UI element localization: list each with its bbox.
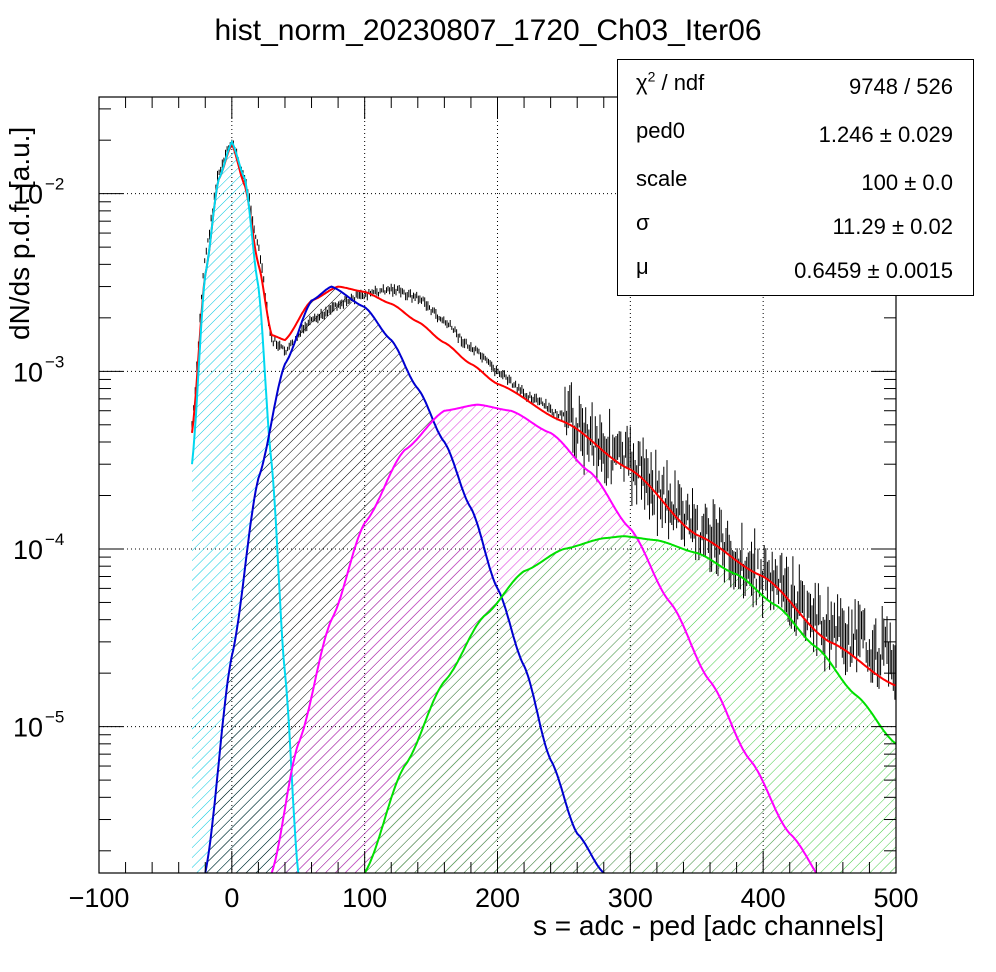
y-axis-label: dN/ds p.d.f. [a.u.] <box>4 126 35 340</box>
x-tick-label: 200 <box>475 883 520 913</box>
stats-value: 11.29 ± 0.02 <box>832 214 953 239</box>
stats-row-mu: μ 0.6459 ± 0.0015 <box>618 254 973 300</box>
stats-row-chi2: χ2 / ndf 9748 / 526 <box>618 70 973 116</box>
stats-value: 0.6459 ± 0.0015 <box>794 258 953 283</box>
x-tick-label: 100 <box>342 883 387 913</box>
stats-key: σ <box>636 210 650 235</box>
x-tick-label: 0 <box>224 883 239 913</box>
stats-key: scale <box>636 166 688 191</box>
curve-pedestal <box>191 139 300 873</box>
fit-stats-box: χ2 / ndf 9748 / 526 ped0 1.246 ± 0.029 s… <box>617 59 974 296</box>
stats-row-sigma: σ 11.29 ± 0.02 <box>618 210 973 256</box>
stats-value: 100 ± 0.0 <box>861 170 953 195</box>
y-tick-exponent: −2 <box>45 175 64 194</box>
stats-row-scale: scale 100 ± 0.0 <box>618 166 973 212</box>
x-tick-label: 500 <box>873 883 918 913</box>
y-tick-label: 10 <box>13 180 43 210</box>
x-tick-label: 300 <box>608 883 653 913</box>
curve-3pe <box>363 535 896 873</box>
x-tick-label: −100 <box>69 883 130 913</box>
y-tick-label: 10 <box>13 357 43 387</box>
y-tick-exponent: −4 <box>45 530 64 549</box>
y-tick-exponent: −3 <box>45 352 64 371</box>
fit-curves <box>191 139 896 873</box>
stats-row-ped0: ped0 1.246 ± 0.029 <box>618 118 973 164</box>
stats-key: ped0 <box>636 118 685 143</box>
stats-value: 1.246 ± 0.029 <box>818 122 953 147</box>
chart-title: hist_norm_20230807_1720_Ch03_Iter06 <box>214 14 762 47</box>
curve-1pe <box>204 285 607 873</box>
curve-2pe <box>270 403 818 873</box>
y-tick-exponent: −5 <box>45 708 64 727</box>
stats-key: μ <box>636 254 649 279</box>
y-tick-label: 10 <box>13 535 43 565</box>
stats-value: 9748 / 526 <box>849 74 953 99</box>
x-tick-label: 400 <box>741 883 786 913</box>
fill-3pe <box>364 536 896 873</box>
y-tick-label: 10 <box>13 713 43 743</box>
stats-key: χ2 / ndf <box>636 68 705 95</box>
x-axis-label: s = adc - ped [adc channels] <box>533 910 884 941</box>
